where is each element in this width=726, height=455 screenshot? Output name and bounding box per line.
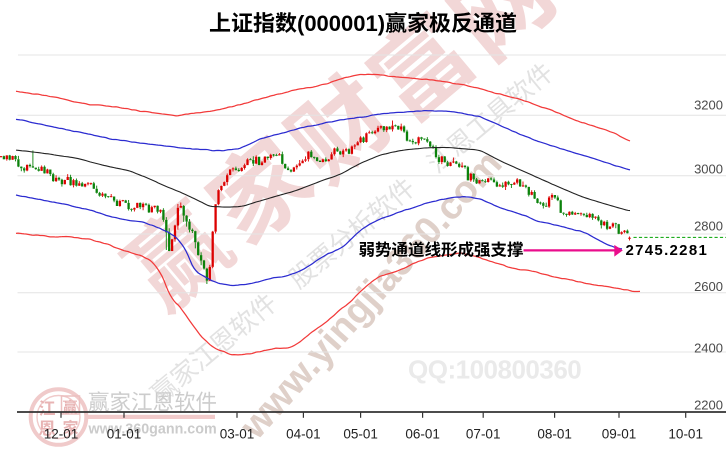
svg-text:04-01: 04-01 [286, 427, 321, 442]
svg-text:2800: 2800 [694, 219, 723, 234]
svg-text:07-01: 07-01 [466, 427, 501, 442]
svg-text:2745.2281: 2745.2281 [626, 242, 709, 259]
svg-text:3200: 3200 [694, 98, 723, 113]
svg-text:2400: 2400 [694, 340, 723, 355]
svg-text:12-01: 12-01 [44, 427, 79, 442]
svg-text:2200: 2200 [694, 398, 723, 413]
svg-text:06-01: 06-01 [405, 427, 440, 442]
svg-text:3000: 3000 [694, 162, 723, 177]
svg-text:08-01: 08-01 [537, 427, 572, 442]
svg-text:05-01: 05-01 [343, 427, 378, 442]
svg-text:03-01: 03-01 [220, 427, 255, 442]
svg-text:2600: 2600 [694, 279, 723, 294]
svg-text:www.360gann.com: www.360gann.com [88, 422, 217, 438]
svg-text:01-01: 01-01 [107, 427, 142, 442]
svg-text:10-01: 10-01 [668, 427, 703, 442]
svg-text:(000001): (000001) [297, 11, 385, 36]
svg-text:QQ:100800360: QQ:100800360 [408, 355, 581, 385]
svg-text:09-01: 09-01 [602, 427, 637, 442]
